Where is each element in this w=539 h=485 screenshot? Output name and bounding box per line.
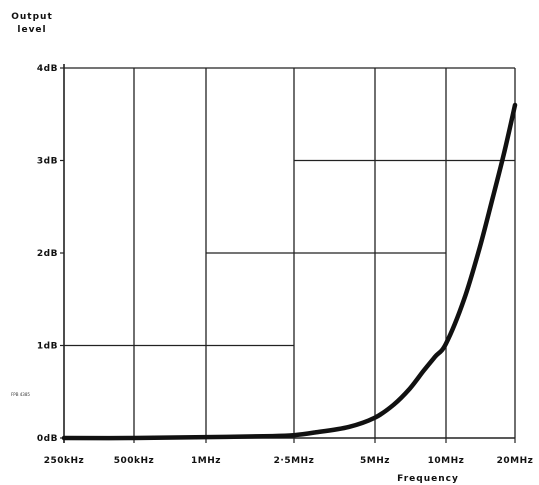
series-group	[61, 102, 518, 441]
y-tick-label-3: 3dB	[37, 157, 58, 167]
x-tick-label-1MHz: 1MHz	[191, 456, 221, 466]
x-tick-label-250kHz: 250kHz	[44, 456, 85, 466]
y-axis-title-line2: level	[17, 25, 46, 35]
x-tick-label-5MHz: 5MHz	[360, 456, 390, 466]
x-tick-label-2·5MHz: 2·5MHz	[274, 456, 315, 466]
y-tick-label-0: 0dB	[37, 434, 58, 444]
tick-labels: 0dB 1dB 2dB 3dB 4dB 250kHz 500kHz 1MHz 2·5MHz 5MH…	[37, 64, 533, 466]
x-axis-title: Frequency	[397, 474, 459, 484]
series-line-0	[61, 102, 518, 441]
y-tick-label-2: 2dB	[37, 249, 58, 259]
y-tick-label-4: 4dB	[37, 64, 58, 74]
x-tick-label-10MHz: 10MHz	[428, 456, 465, 466]
x-tick-label-500kHz: 500kHz	[114, 456, 155, 466]
grid-lines	[64, 67, 516, 439]
axes	[60, 64, 516, 443]
x-tick-label-20MHz: 20MHz	[497, 456, 534, 466]
y-tick-label-1: 1dB	[37, 342, 58, 352]
y-axis-title-line1: Output	[11, 12, 53, 22]
reference-code: FPB 4385	[11, 392, 30, 397]
